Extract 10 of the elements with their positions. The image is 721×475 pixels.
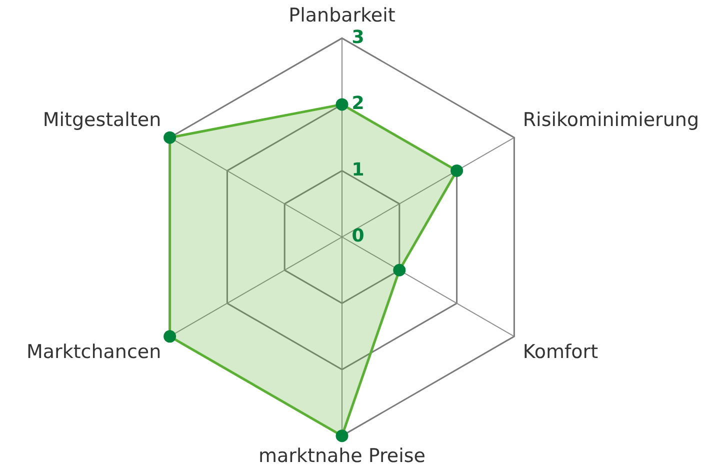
spoke-label: marktnahe Preise (258, 445, 426, 468)
spoke-label: Planbarkeit (288, 4, 396, 27)
y-tick-label: 3 (352, 26, 364, 48)
y-tick-label: 2 (352, 93, 364, 114)
spoke-label: Mitgestalten (42, 109, 162, 132)
spoke-label: Marktchancen (26, 340, 162, 363)
spoke-label: Risikominimierung (522, 109, 700, 132)
y-tick-label: 1 (352, 159, 364, 180)
y-tick-label: 0 (352, 226, 364, 247)
spoke-label: Komfort (522, 340, 598, 363)
